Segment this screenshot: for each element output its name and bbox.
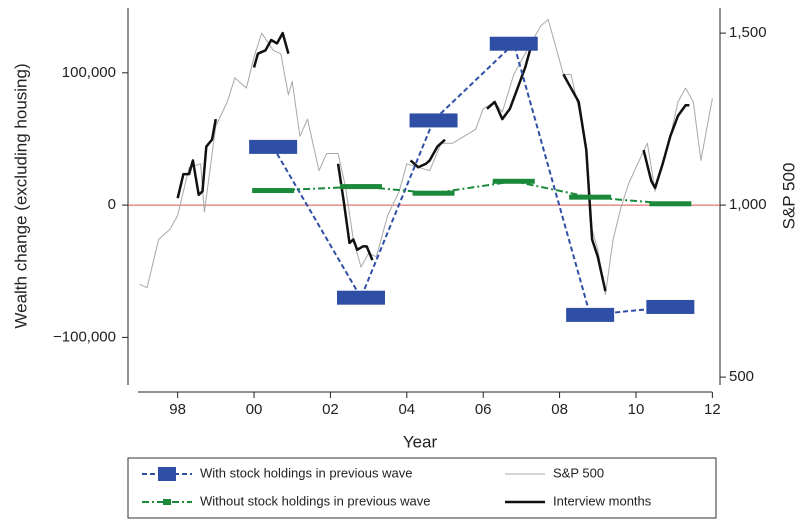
x-tick-label: 08 <box>551 401 568 418</box>
x-axis-title: Year <box>403 432 438 451</box>
legend-marker <box>163 499 171 505</box>
data-marker <box>409 113 458 128</box>
y-tick-label: 100,000 <box>62 64 116 81</box>
data-marker <box>492 178 535 184</box>
x-tick-label: 06 <box>475 401 492 418</box>
x-tick-label: 12 <box>704 401 721 418</box>
y2-tick-label: 500 <box>729 368 754 385</box>
legend-label: Without stock holdings in previous wave <box>200 493 431 508</box>
y2-tick-label: 1,000 <box>729 196 767 213</box>
x-tick-label: 02 <box>322 401 339 418</box>
data-marker <box>252 188 295 194</box>
series-line <box>139 18 713 295</box>
legend-label: S&P 500 <box>553 465 604 480</box>
y-tick-label: −100,000 <box>53 328 116 345</box>
legend-marker <box>158 467 176 481</box>
data-marker <box>336 290 385 305</box>
series-line <box>176 31 690 292</box>
y2-tick-label: 1,500 <box>729 24 767 41</box>
data-marker <box>339 184 382 190</box>
y-tick-label: 0 <box>108 196 116 213</box>
data-marker <box>412 190 455 196</box>
data-marker <box>566 307 615 322</box>
data-marker <box>249 139 298 154</box>
x-tick-label: 00 <box>246 401 263 418</box>
data-marker <box>489 36 538 51</box>
x-tick-label: 10 <box>628 401 645 418</box>
data-marker <box>569 194 612 200</box>
legend-box <box>127 457 717 519</box>
x-tick-label: 98 <box>169 401 186 418</box>
series-line <box>272 42 671 316</box>
legend-label: Interview months <box>553 493 652 508</box>
y-axis-title: Wealth change (excluding housing) <box>11 63 30 328</box>
series-line <box>273 180 671 205</box>
data-marker <box>646 299 695 314</box>
y2-axis-title: S&P 500 <box>779 163 798 230</box>
x-tick-label: 04 <box>398 401 415 418</box>
legend-label: With stock holdings in previous wave <box>200 465 412 480</box>
data-marker <box>649 201 692 207</box>
